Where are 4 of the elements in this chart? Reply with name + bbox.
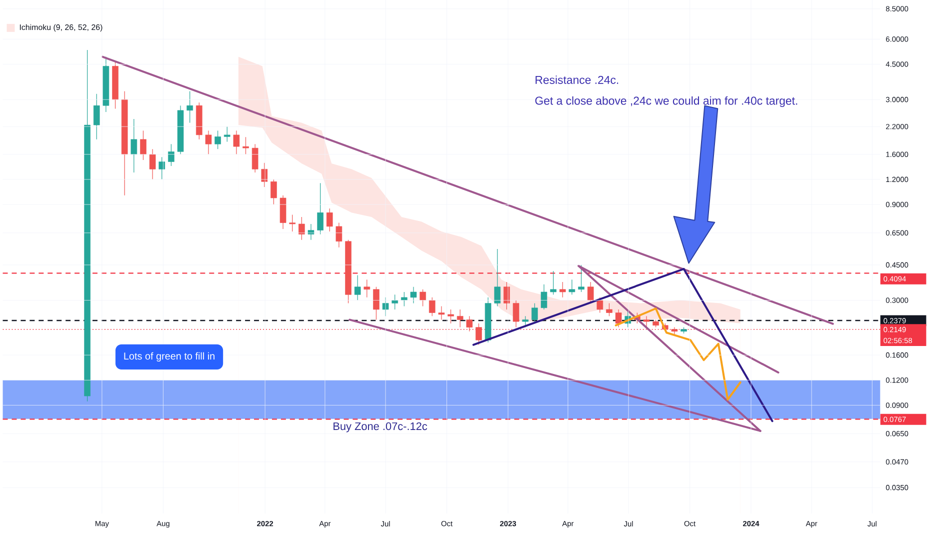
annotation: Resistance .24c. bbox=[536, 75, 618, 84]
annotation: Lots of green to fill in bbox=[124, 352, 214, 362]
band-label: Buy Zone .07c-.12c bbox=[334, 422, 428, 432]
annotation: Get a close above ,24c we could aim for .40c target. bbox=[535, 96, 798, 107]
